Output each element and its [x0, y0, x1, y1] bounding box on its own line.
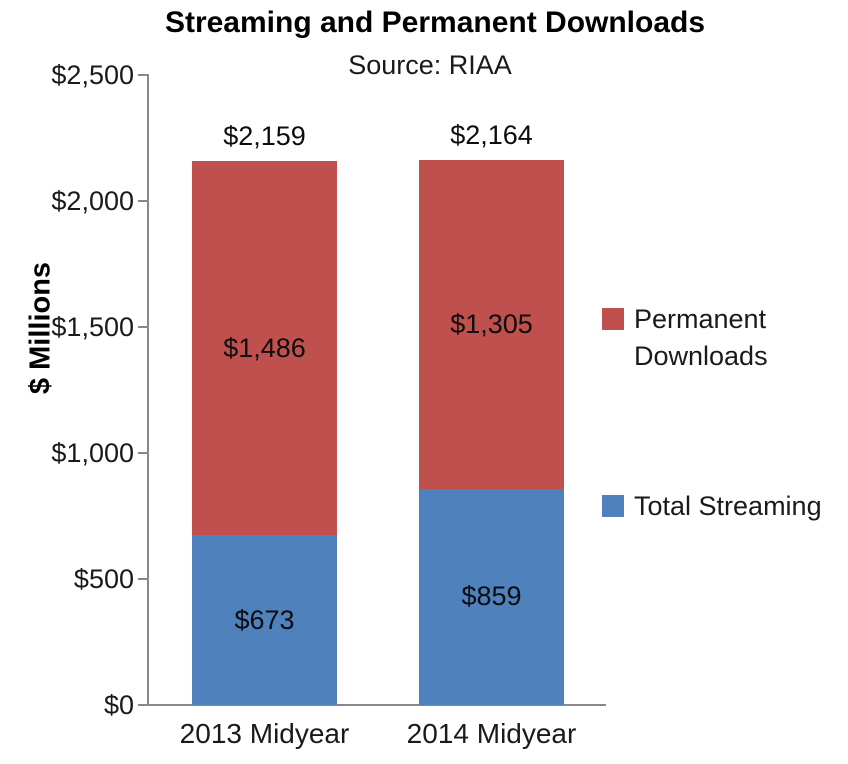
y-tick-mark	[138, 200, 148, 202]
bar-segment: $1,305	[419, 159, 564, 489]
bar-total-label: $2,164	[450, 119, 533, 150]
legend-label: Total Streaming	[634, 491, 822, 521]
y-tick-label: $2,500	[51, 60, 134, 90]
x-category-label: 2014 Midyear	[406, 718, 577, 749]
y-tick-mark	[138, 578, 148, 580]
bar-total-label: $2,159	[223, 120, 306, 151]
y-tick-mark	[138, 704, 148, 706]
y-tick-label: $1,500	[51, 312, 134, 342]
y-tick-label: $500	[73, 564, 134, 594]
legend-swatch	[602, 308, 624, 330]
bar-segment-label: $673	[234, 604, 295, 635]
y-axis-line	[147, 74, 149, 706]
legend-item: Total Streaming	[602, 488, 822, 525]
legend-swatch	[602, 495, 624, 517]
y-tick-label: $0	[103, 690, 134, 720]
bar-segment: $673	[192, 535, 337, 705]
x-category-label: 2013 Midyear	[179, 718, 350, 749]
bar-segment-label: $859	[461, 581, 522, 612]
chart-title: Streaming and Permanent Downloads	[164, 6, 706, 39]
chart-subtitle: Source: RIAA	[348, 50, 512, 80]
bar-segment: $1,486	[192, 160, 337, 536]
y-tick-mark	[138, 452, 148, 454]
y-tick-mark	[138, 74, 148, 76]
y-tick-label: $2,000	[51, 186, 134, 216]
legend-label: Permanent Downloads	[634, 304, 768, 371]
y-tick-label: $1,000	[51, 438, 134, 468]
x-axis-line	[147, 704, 606, 706]
y-tick-mark	[138, 326, 148, 328]
legend-item: Permanent Downloads	[602, 301, 768, 375]
bar-segment: $859	[419, 488, 564, 705]
bar-segment-label: $1,486	[223, 332, 306, 363]
bar-segment-label: $1,305	[450, 308, 533, 339]
